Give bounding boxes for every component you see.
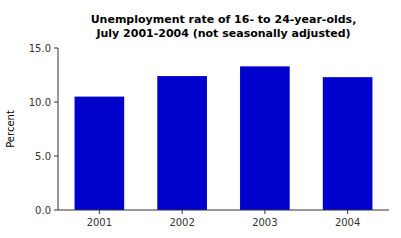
- y-tick: [54, 156, 58, 157]
- y-tick: [54, 102, 58, 103]
- x-tick-label: 2001: [87, 217, 112, 228]
- y-tick: [54, 48, 58, 49]
- y-axis-line: [58, 48, 59, 210]
- bar: [240, 66, 290, 210]
- y-tick-label: 15.0: [29, 43, 51, 54]
- chart-title-line: July 2001-2004 (not seasonally adjusted): [95, 27, 350, 40]
- x-axis-line: [58, 210, 389, 211]
- x-tick: [347, 210, 348, 214]
- bars: [75, 66, 373, 210]
- bar: [157, 76, 207, 210]
- x-tick: [264, 210, 265, 214]
- bar: [75, 97, 125, 210]
- y-tick-label: 0.0: [35, 205, 51, 216]
- x-tick: [99, 210, 100, 214]
- x-tick-label: 2002: [169, 217, 194, 228]
- x-tick: [182, 210, 183, 214]
- chart-svg: Unemployment rate of 16- to 24-year-olds…: [0, 0, 401, 238]
- chart-container: Unemployment rate of 16- to 24-year-olds…: [0, 0, 401, 238]
- chart-title: Unemployment rate of 16- to 24-year-olds…: [91, 13, 357, 40]
- y-axis-label: Percent: [5, 110, 16, 148]
- y-tick-label: 5.0: [35, 151, 51, 162]
- x-tick-label: 2004: [335, 217, 360, 228]
- chart-title-line: Unemployment rate of 16- to 24-year-olds…: [91, 13, 357, 26]
- y-tick-label: 10.0: [29, 97, 51, 108]
- x-tick-label: 2003: [252, 217, 277, 228]
- y-tick: [54, 210, 58, 211]
- bar: [323, 77, 373, 210]
